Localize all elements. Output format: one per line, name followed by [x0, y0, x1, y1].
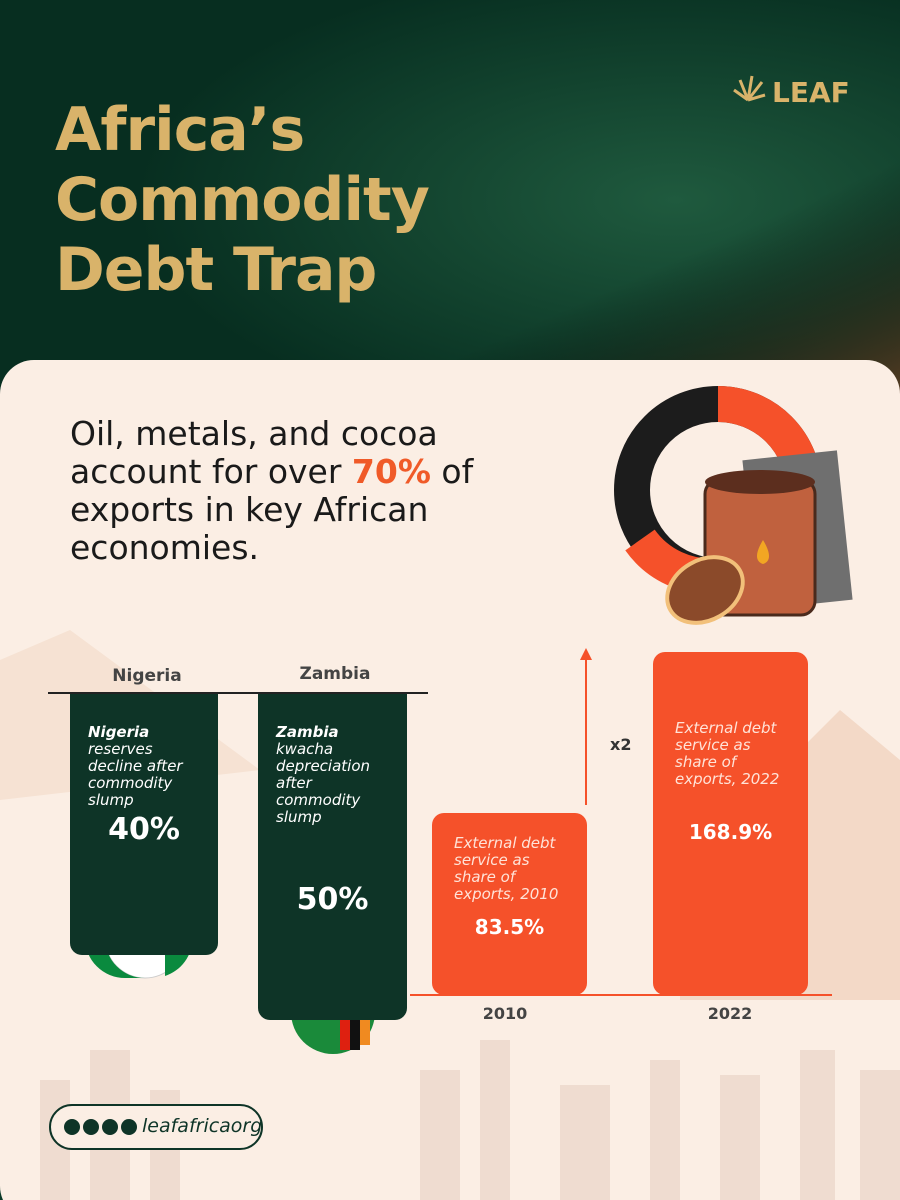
bar-value: 168.9%: [688, 820, 773, 844]
brand: LEAF: [772, 76, 850, 109]
card-desc: reserves decline after commodity slump: [88, 740, 183, 809]
social-handle: leafafricaorg: [142, 1115, 263, 1137]
bar-label: External debt service as share of export…: [675, 719, 780, 788]
bar-value: 83.5%: [474, 915, 545, 939]
country-name: Zambia: [299, 664, 371, 684]
title-line: Africa’s: [55, 95, 305, 165]
title-line: Commodity: [55, 165, 430, 235]
country-card: Nigeria reserves decline after commodity…: [70, 694, 218, 955]
year-label: 2010: [482, 1004, 528, 1023]
country-card: Zambia kwacha depreciation after commodi…: [258, 694, 407, 1020]
headline-text: Oil, metals, and cocoa account for over: [70, 414, 438, 491]
card-desc: kwacha depreciation after commodity slum…: [276, 740, 371, 826]
debt-bar: External debt service as share of export…: [653, 652, 808, 995]
multiplier: x2: [610, 735, 632, 754]
card-value: 40%: [108, 812, 180, 847]
title-line: Debt Trap: [55, 235, 377, 305]
card-text: Zambia kwacha depreciation after commodi…: [258, 694, 407, 826]
bar-label: External debt service as share of export…: [454, 834, 559, 903]
card-value: 50%: [296, 882, 369, 917]
year-label: 2022: [707, 1004, 753, 1023]
headline-highlight: 70%: [351, 452, 431, 491]
card-bold: Zambia: [276, 723, 339, 741]
headline-text: of exports in key African economies.: [70, 452, 474, 567]
headline: Oil, metals, and cocoa account for over …: [70, 415, 500, 567]
card-text: Nigeria reserves decline after commodity…: [70, 694, 218, 809]
debt-bar: External debt service as share of export…: [432, 813, 587, 995]
card-bold: Nigeria: [88, 723, 150, 741]
country-name: Nigeria: [112, 666, 182, 686]
